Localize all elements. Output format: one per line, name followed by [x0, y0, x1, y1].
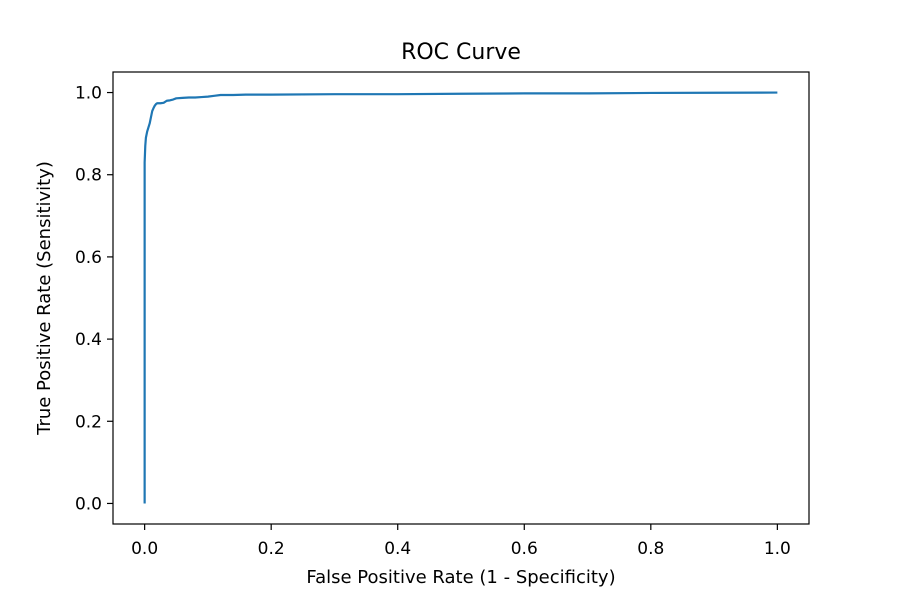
x-axis: 0.0 0.2 0.4 0.6 0.8 1.0	[131, 524, 791, 559]
y-tick-label: 1.0	[75, 84, 102, 104]
chart-title: ROC Curve	[401, 40, 521, 65]
x-tick-label: 0.4	[384, 539, 411, 559]
plot-frame	[112, 71, 810, 525]
x-tick-label: 0.2	[258, 539, 285, 559]
y-tick-label: 0.4	[75, 330, 102, 350]
y-axis-label: True Positive Rate (Sensitivity)	[34, 161, 55, 436]
x-tick-label: 0.8	[637, 539, 664, 559]
x-tick-label: 1.0	[764, 539, 791, 559]
x-axis-label: False Positive Rate (1 - Specificity)	[306, 567, 615, 588]
x-tick-label: 0.6	[511, 539, 538, 559]
y-axis: 0.0 0.2 0.4 0.6 0.8 1.0	[75, 84, 113, 514]
roc-curve-line	[143, 91, 778, 504]
x-tick-label: 0.0	[131, 539, 158, 559]
y-tick-label: 0.6	[75, 248, 102, 268]
y-tick-label: 0.2	[75, 412, 102, 432]
y-tick-label: 0.8	[75, 166, 102, 186]
y-tick-label: 0.0	[75, 494, 102, 514]
